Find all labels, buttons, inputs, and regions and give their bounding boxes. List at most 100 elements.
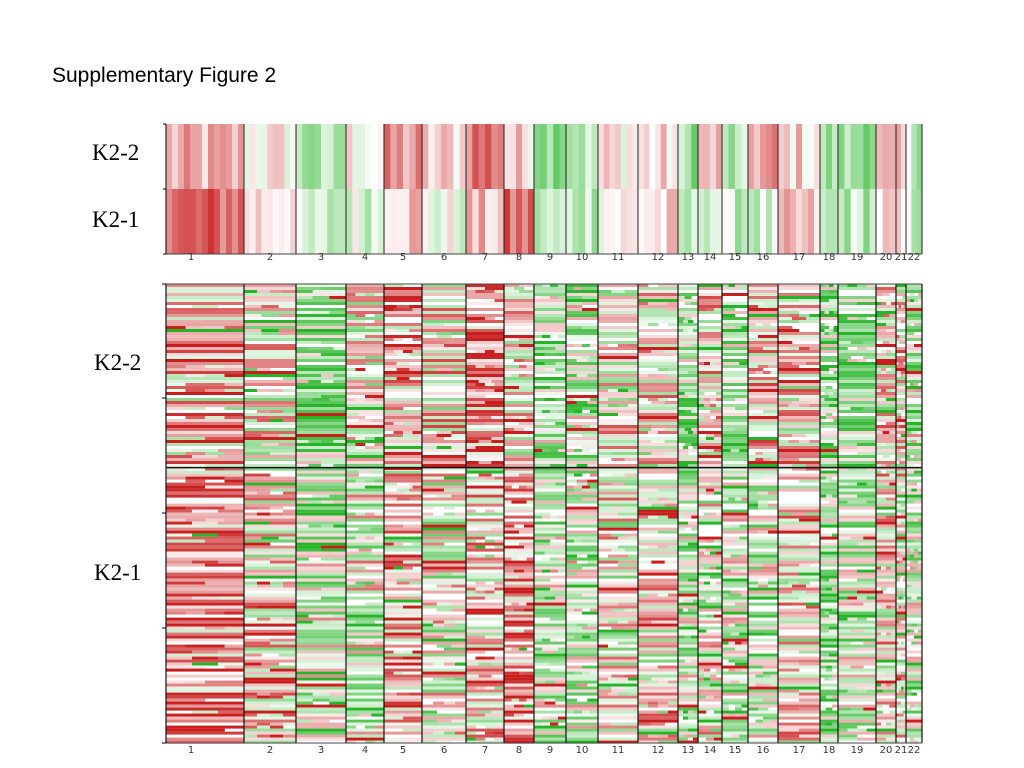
sample-cell [722,650,749,654]
sample-cell [485,725,495,729]
sample-cell [903,686,907,690]
sample-cell [658,530,679,534]
sample-cell [598,476,639,480]
sample-cell [396,305,410,308]
sample-cell [881,350,887,353]
sample-cell [758,506,769,510]
sample-cell [296,710,347,714]
summary-cell [632,124,639,189]
sample-cell [244,302,297,305]
summary-cell [857,124,864,189]
sample-cell [829,395,839,398]
sample-cell [244,473,271,477]
sample-cell [778,539,821,543]
sample-cell [824,323,830,326]
sample-cell [778,404,789,407]
sample-cell [296,653,347,657]
sample-cell [824,398,830,401]
sample-cell [504,509,535,513]
summary-cell [190,189,197,254]
sample-cell [824,611,830,615]
sample-cell [906,692,912,696]
sample-cell [638,677,652,681]
sample-cell [534,605,567,609]
sample-cell [820,347,839,350]
sample-cell [896,329,907,332]
sample-cell [829,626,839,630]
sample-cell [678,524,699,528]
sample-cell [466,524,505,528]
sample-cell [422,398,467,401]
sample-cell [806,317,821,320]
sample-cell [684,392,692,395]
sample-cell [205,476,225,480]
sample-cell [534,629,567,633]
sample-cell [906,587,923,591]
sample-cell [678,509,699,513]
sample-cell [511,671,520,675]
sample-cell [876,305,897,308]
sample-cell [906,299,911,302]
sample-cell [857,578,877,582]
sample-cell [296,317,347,320]
sample-cell [534,335,543,338]
sample-cell [611,608,625,612]
sample-cell [346,698,385,702]
sample-cell [422,287,467,290]
sample-cell [889,341,897,344]
sample-cell [722,524,731,528]
sample-cell [698,446,723,449]
sample-cell [166,386,245,389]
sample-cell [778,287,821,290]
sample-cell [722,440,749,443]
sample-cell [778,701,821,705]
sample-cell [698,569,723,573]
sample-cell [838,629,851,633]
sample-cell [876,632,882,636]
sample-cell [906,284,923,287]
sample-cell [876,662,897,666]
sample-cell [534,479,567,483]
sample-cell [678,665,699,669]
sample-cell [763,698,779,702]
summary-chromosome-label: 21 [895,252,908,263]
sample-cell [422,539,467,543]
sample-cell [820,611,825,615]
sample-cell [422,557,467,561]
sample-cell [466,719,505,723]
sample-cell [224,374,245,377]
sample-cell [778,506,821,510]
sample-cell [778,362,793,365]
sample-cell [658,488,679,492]
summary-cell [760,189,767,254]
sample-cell [412,350,423,353]
sample-cell [678,704,699,708]
sample-cell [244,344,297,347]
sample-cell [906,632,923,636]
sample-cell [820,377,839,380]
sample-cell [799,650,821,654]
sample-cell [698,431,723,434]
sample-cell [896,674,907,678]
sample-cell [838,470,877,474]
sample-cell [346,524,385,528]
sample-cell [678,446,684,449]
sample-cell [722,485,749,489]
summary-cell [261,189,268,254]
sample-cell [504,704,515,708]
sample-cell [638,593,649,597]
sample-cell [778,581,789,585]
sample-cell [735,326,742,329]
sample-cell [910,383,915,386]
sample-cell [598,485,639,489]
sample-cell [838,461,877,464]
sample-cell [778,467,793,471]
sample-cell [638,500,679,504]
sample-cell [466,308,505,311]
sample-cell [598,353,639,356]
sample-cell [244,695,258,699]
sample-cell [838,539,877,543]
sample-cell [346,428,385,431]
sample-cell [566,362,599,365]
sample-cell [558,569,567,573]
